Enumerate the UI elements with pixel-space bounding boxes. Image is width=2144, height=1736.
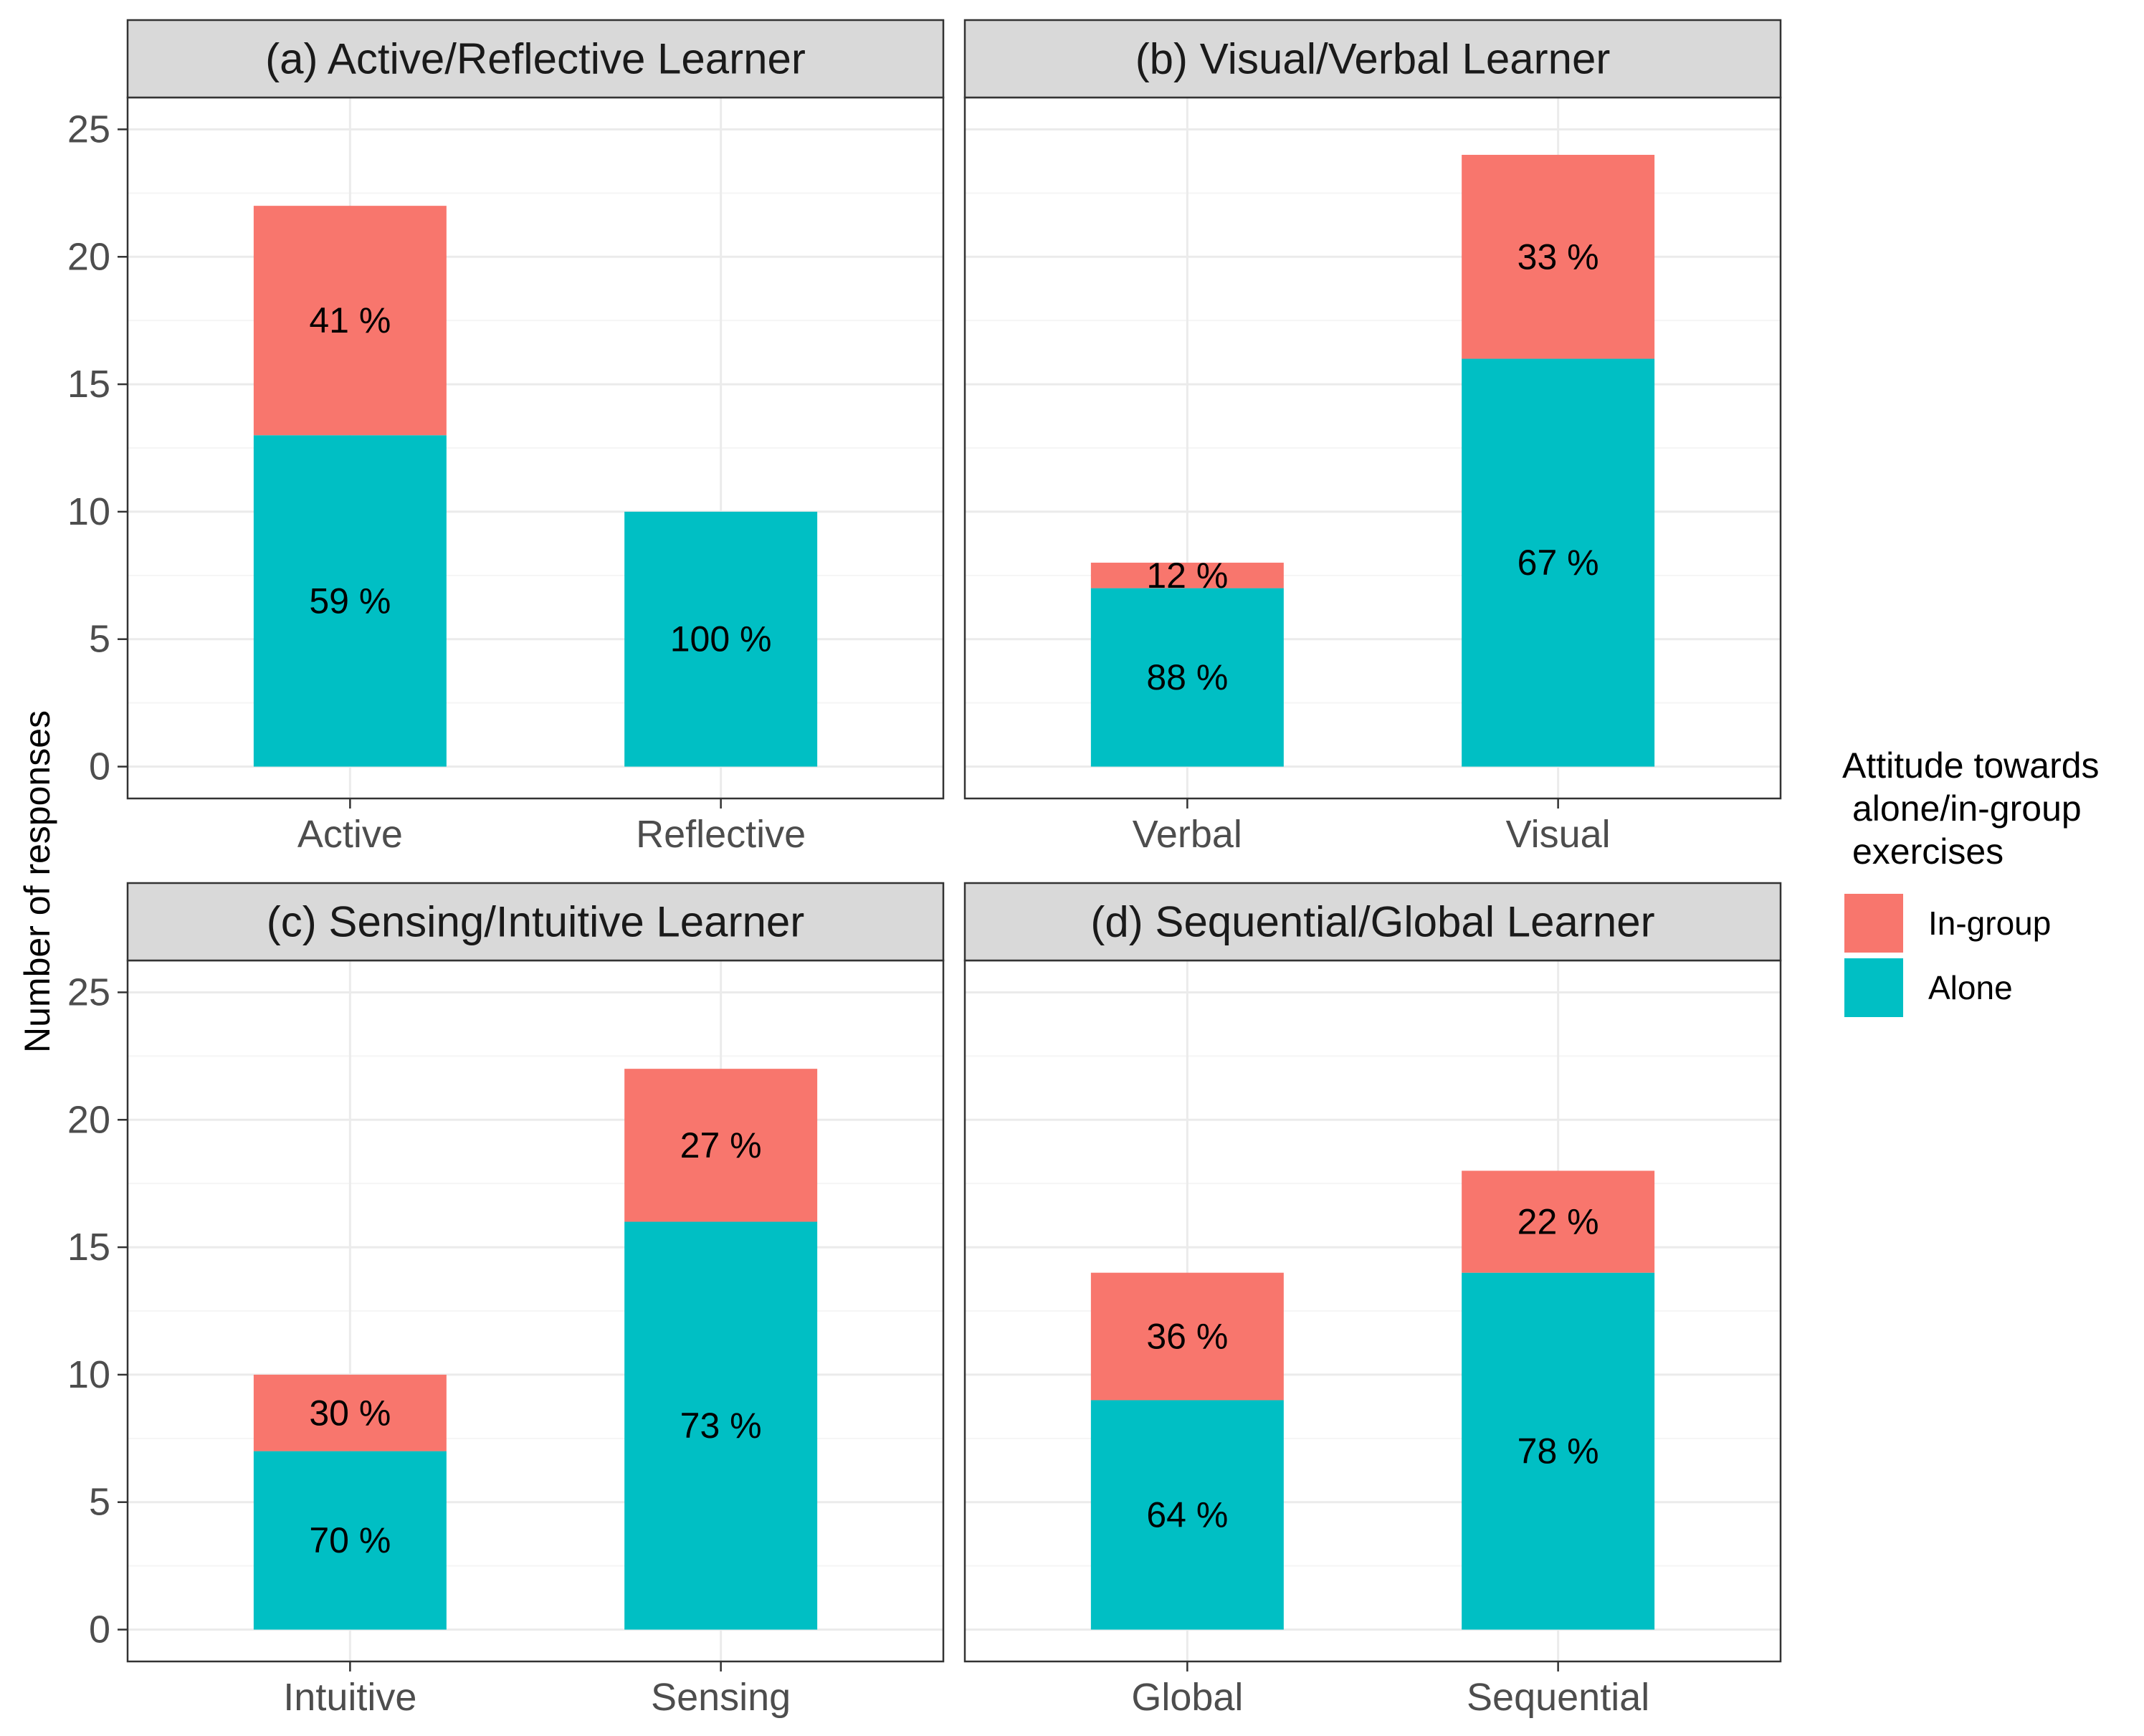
y-tick-label: 15 [67,363,110,406]
y-tick-label: 5 [89,1481,110,1524]
facet-strip [126,882,945,962]
y-tick-label: 5 [89,618,110,661]
facet-strip [963,19,1782,99]
panel-2: 88 % 12 % 67 % 33 % (b) Visual/Verbal Learne… [963,19,1782,856]
bar-label: 27 % [680,1125,762,1165]
bar-in-group-intuitive [253,1374,447,1451]
bar-label: 73 % [680,1406,762,1446]
facet-title: (a) Active/Reflective Learner [265,35,806,83]
facet-strip [126,19,945,99]
bar-alone-sensing [624,1221,818,1630]
bar-alone-intuitive [253,1451,447,1630]
x-tick-label: Intuitive [283,1676,416,1719]
y-tick-label: 20 [67,235,110,278]
bar-in-group-sensing [624,1069,818,1222]
x-tick-label: Reflective [636,813,806,856]
bar-label: 100 % [670,619,772,659]
bar-alone-global [1090,1400,1284,1630]
legend-title-line: exercises [1852,831,2004,872]
facet-title: (d) Sequential/Global Learner [1090,898,1654,946]
bar-label: 22 % [1518,1202,1599,1242]
panel-4: 64 % 36 % 78 % 22 % (d) Sequential/Global Le… [963,882,1782,1719]
bar-in-group-verbal [1090,563,1284,588]
legend-label: Alone [1928,969,2013,1006]
bar-alone-verbal [1090,588,1284,767]
legend-key-alone [1844,958,1903,1017]
bar-alone-reflective [624,511,818,767]
x-tick-label: Verbal [1133,813,1242,856]
facet-title: (b) Visual/Verbal Learner [1135,35,1611,83]
bar-label: 88 % [1146,657,1228,697]
bar-alone-active [253,435,447,767]
bar-in-group-visual [1462,155,1655,359]
bar-label: 41 % [309,300,391,340]
panel-1: 59 % 41 % 100 % (a) Active/Reflective Learn… [67,19,945,856]
facet-strip [963,882,1782,962]
legend-title-line: alone/in-group [1852,788,2082,829]
bar-label: 78 % [1518,1431,1599,1472]
x-tick-label: Active [297,813,403,856]
bar-in-group-global [1090,1272,1284,1401]
legend-key-in-group [1844,894,1903,953]
y-tick-label: 20 [67,1098,110,1141]
bar-alone-visual [1462,358,1655,767]
x-tick-label: Global [1131,1676,1243,1719]
y-tick-label: 25 [67,970,110,1014]
y-tick-label: 10 [67,1353,110,1396]
bar-label: 12 % [1146,555,1228,596]
bar-label: 33 % [1518,237,1599,277]
bar-alone-sequential [1462,1272,1655,1630]
bar-in-group-sequential [1462,1170,1655,1273]
legend-title-line: Attitude towards [1842,745,2100,786]
bar-label: 36 % [1146,1317,1228,1357]
x-tick-label: Sensing [651,1676,791,1719]
y-tick-label: 10 [67,490,110,533]
bar-label: 70 % [309,1520,391,1560]
bar-label: 64 % [1146,1495,1228,1535]
facet-title: (c) Sensing/Intuitive Learner [267,898,804,946]
y-tick-label: 15 [67,1226,110,1269]
y-tick-label: 0 [89,1608,110,1651]
panel-3: 70 % 30 % 73 % 27 % (c) Sensing/Intuitive Le… [67,882,945,1719]
x-tick-label: Sequential [1467,1676,1649,1719]
bar-label: 67 % [1518,543,1599,583]
bar-label: 30 % [309,1393,391,1433]
y-axis-title: Number of responses [17,710,57,1053]
x-tick-label: Visual [1506,813,1611,856]
y-tick-label: 0 [89,745,110,788]
y-tick-label: 25 [67,108,110,151]
bar-in-group-active [253,206,447,436]
legend-label: In-group [1928,905,2051,942]
bar-label: 59 % [309,581,391,621]
